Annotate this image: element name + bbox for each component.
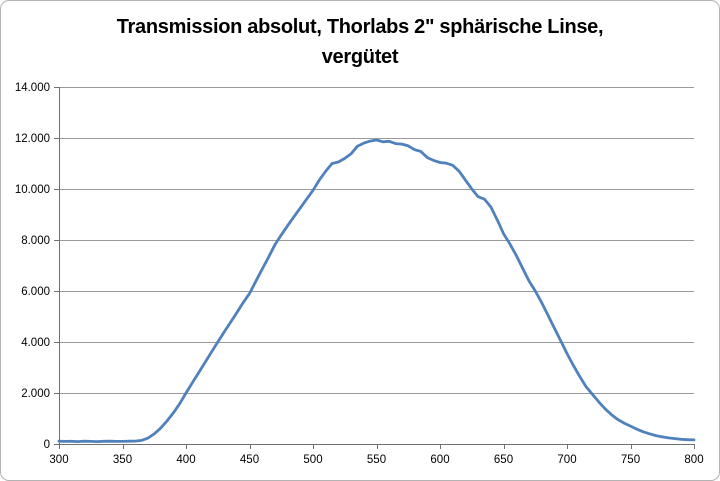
x-tick-label: 500 [303,454,322,466]
y-tick-label: 10.000 [15,184,50,196]
x-tick-label: 300 [49,454,68,466]
x-tick-label: 350 [113,454,132,466]
chart-title-line-1: Transmission absolut, Thorlabs 2" sphäri… [116,16,604,38]
x-tick-label: 450 [240,454,259,466]
x-tick-label: 700 [557,454,576,466]
chart-title: Transmission absolut, Thorlabs 2" sphäri… [1,12,719,72]
y-tick-label: 14.000 [15,82,50,94]
y-tick-label: 6.000 [21,286,50,298]
y-tick-label: 12.000 [15,133,50,145]
y-tick-label: 8.000 [21,235,50,247]
x-tick-label: 750 [621,454,640,466]
x-tick-label: 650 [494,454,513,466]
x-tick-label: 550 [367,454,386,466]
x-tick-label: 400 [176,454,195,466]
y-tick-label: 0 [44,439,50,451]
y-tick-label: 4.000 [21,337,50,349]
chart-title-line-2: vergütet [321,46,399,68]
y-tick-label: 2.000 [21,388,50,400]
x-tick-label: 800 [684,454,703,466]
x-tick-label: 600 [430,454,449,466]
transmission-series-line [57,138,696,444]
